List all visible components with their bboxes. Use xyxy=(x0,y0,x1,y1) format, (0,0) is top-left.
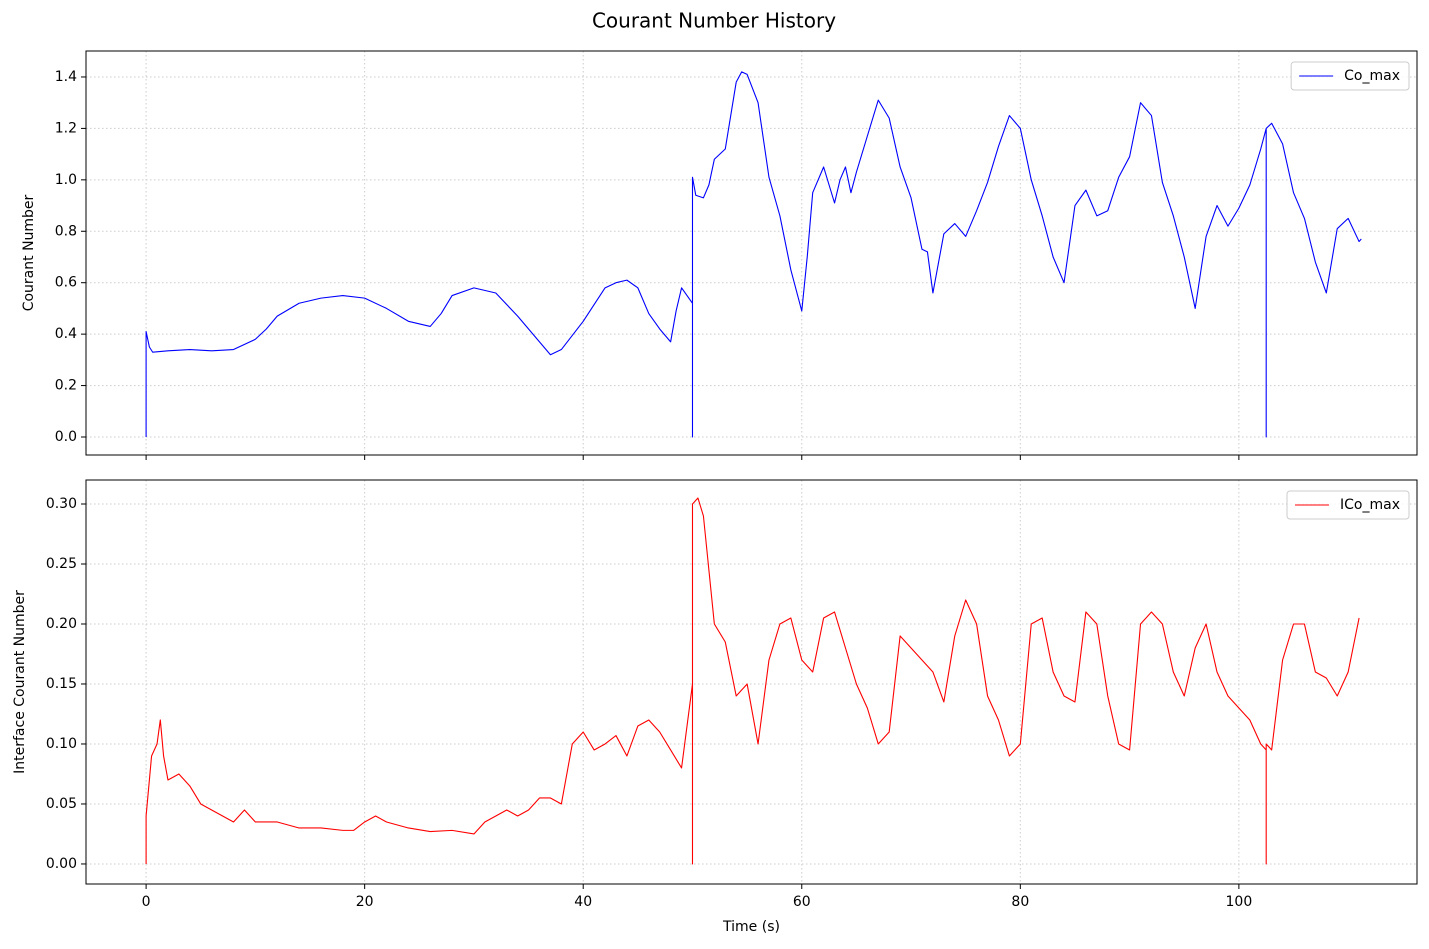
y-tick-label: 0.30 xyxy=(46,496,77,512)
x-tick-label: 0 xyxy=(142,894,151,910)
y-tick-label: 0.15 xyxy=(46,676,77,692)
y-tick-label: 1.4 xyxy=(55,69,77,85)
x-tick-label: 100 xyxy=(1226,894,1253,910)
y-axis-label: Interface Courant Number xyxy=(12,590,28,774)
legend: ICo_max xyxy=(1286,490,1410,520)
y-tick-label: 1.2 xyxy=(55,120,77,136)
y-tick-label: 0.4 xyxy=(55,326,77,342)
y-tick-label: 0.6 xyxy=(55,275,77,291)
y-tick-label: 1.0 xyxy=(55,172,77,188)
y-axis-label: Courant Number xyxy=(21,194,37,311)
x-tick-label: 80 xyxy=(1011,894,1029,910)
axes-frame xyxy=(85,479,1418,885)
y-tick-label: 0.8 xyxy=(55,223,77,239)
legend-frame xyxy=(1286,490,1410,520)
data-line xyxy=(145,71,1362,438)
y-tick-label: 0.10 xyxy=(46,736,77,752)
x-tick-label: 20 xyxy=(356,894,374,910)
y-tick-label: 0.2 xyxy=(55,378,77,394)
x-axis-label: Time (s) xyxy=(722,919,780,935)
legend-label: Co_max xyxy=(1344,68,1400,84)
legend-label: ICo_max xyxy=(1340,497,1400,513)
axes-frame xyxy=(85,50,1418,456)
y-tick-label: 0.05 xyxy=(46,796,77,812)
figure-title: Courant Number History xyxy=(592,9,836,33)
data-line xyxy=(145,497,1360,865)
legend: Co_max xyxy=(1290,61,1410,91)
y-tick-label: 0.00 xyxy=(46,856,77,872)
y-tick-label: 0.20 xyxy=(46,616,77,632)
legend-frame xyxy=(1290,61,1410,91)
x-tick-label: 40 xyxy=(574,894,592,910)
y-tick-label: 0.25 xyxy=(46,556,77,572)
y-tick-label: 0.0 xyxy=(55,429,77,445)
x-tick-label: 60 xyxy=(793,894,811,910)
